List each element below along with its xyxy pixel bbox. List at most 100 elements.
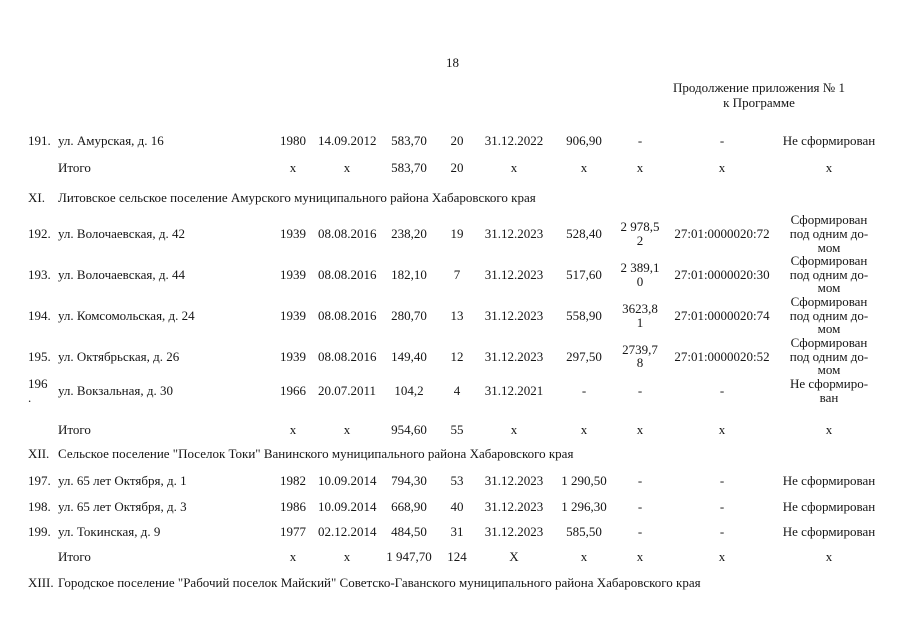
date-cell: 08.08.2016: [318, 225, 377, 241]
total-label: Итого: [58, 422, 91, 438]
cost-cell: -: [581, 382, 587, 398]
fund-cell: -: [637, 524, 643, 540]
status-cell: Сформирован под одним до- мом: [789, 212, 869, 255]
cost-cell: x: [580, 422, 588, 438]
continuation-note: Продолжение приложения № 1 к Программе: [673, 80, 845, 111]
date-cell: 08.08.2016: [318, 266, 377, 282]
status-cell: Сформирован под одним до- мом: [789, 253, 869, 296]
date-cell: 02.12.2014: [318, 524, 377, 540]
row-number: 196 .: [28, 375, 48, 405]
date-cell: 08.08.2016: [318, 307, 377, 323]
status-cell: Не сформирован: [782, 524, 876, 540]
date-cell: 14.09.2012: [318, 132, 377, 148]
cadastral-cell: 27:01:0000020:74: [674, 307, 770, 323]
table-row: 197. ул. 65 лет Октября, д. 1 1982 10.09…: [28, 474, 905, 488]
table-row: 194. ул. Комсомольская, д. 24 1939 08.08…: [28, 295, 905, 336]
row-number: 195.: [28, 348, 51, 364]
fund-cell: x: [636, 422, 644, 438]
units-cell: 4: [453, 382, 461, 398]
fund-cell: 2 389,1 0: [620, 259, 660, 289]
term-cell: x: [510, 160, 518, 176]
area-cell: 1 947,70: [386, 549, 432, 565]
status-cell: x: [825, 422, 833, 438]
year-cell: 1977: [280, 524, 306, 540]
table-row: 196 . ул. Вокзальная, д. 30 1966 20.07.2…: [28, 377, 905, 404]
year-cell: 1986: [280, 498, 306, 514]
row-number: 197.: [28, 473, 51, 489]
section-header: XII. Сельское поселение "Поселок Токи" В…: [28, 445, 905, 461]
units-cell: 19: [450, 225, 464, 241]
year-cell: 1982: [280, 473, 306, 489]
units-cell: 53: [450, 473, 464, 489]
cost-cell: x: [580, 160, 588, 176]
fund-cell: 3623,8 1: [622, 300, 658, 330]
year-cell: x: [289, 160, 297, 176]
date-cell: 08.08.2016: [318, 348, 377, 364]
address-cell: ул. Токинская, д. 9: [58, 524, 161, 540]
section-numeral: XII.: [28, 445, 50, 461]
cadastral-cell: x: [718, 549, 726, 565]
address-cell: ул. Октябрьская, д. 26: [58, 348, 180, 364]
section-header: XI. Литовское сельское поселение Амурско…: [28, 189, 905, 205]
cadastral-cell: 27:01:0000020:30: [674, 266, 770, 282]
term-cell: 31.12.2023: [484, 307, 544, 323]
fund-cell: -: [637, 473, 643, 489]
area-cell: 484,50: [391, 524, 427, 540]
term-cell: 31.12.2023: [484, 266, 544, 282]
date-cell: x: [343, 422, 351, 438]
row-number: 191.: [28, 132, 51, 148]
row-number: 199.: [28, 524, 51, 540]
cost-cell: 558,90: [566, 307, 602, 323]
year-cell: 1939: [280, 266, 306, 282]
address-cell: ул. 65 лет Октября, д. 3: [58, 498, 187, 514]
address-cell: ул. Амурская, д. 16: [58, 132, 164, 148]
area-cell: 583,70: [391, 132, 427, 148]
units-cell: 20: [450, 160, 464, 176]
year-cell: x: [289, 422, 297, 438]
date-cell: x: [343, 549, 351, 565]
status-cell: Не сформирован: [782, 473, 876, 489]
term-cell: 31.12.2022: [484, 132, 544, 148]
row-number: 194.: [28, 307, 51, 323]
units-cell: 20: [450, 132, 464, 148]
date-cell: 10.09.2014: [318, 498, 377, 514]
status-cell: x: [825, 160, 833, 176]
table-row: 193. ул. Волочаевская, д. 44 1939 08.08.…: [28, 254, 905, 295]
term-cell: 31.12.2021: [484, 382, 544, 398]
area-cell: 104,2: [394, 382, 424, 398]
table-row: 198. ул. 65 лет Октября, д. 3 1986 10.09…: [28, 500, 905, 514]
cadastral-cell: x: [718, 422, 726, 438]
cadastral-cell: -: [719, 473, 725, 489]
address-cell: ул. Комсомольская, д. 24: [58, 307, 195, 323]
area-cell: 238,20: [391, 225, 427, 241]
date-cell: 10.09.2014: [318, 473, 377, 489]
cost-cell: 906,90: [566, 132, 602, 148]
units-cell: 55: [450, 422, 464, 438]
area-cell: 182,10: [391, 266, 427, 282]
status-cell: Сформирован под одним до- мом: [789, 294, 869, 337]
units-cell: 13: [450, 307, 464, 323]
address-cell: ул. Волочаевская, д. 42: [58, 225, 185, 241]
fund-cell: x: [636, 160, 644, 176]
page-number: 18: [446, 55, 459, 70]
row-number: 193.: [28, 266, 51, 282]
term-cell: X: [509, 549, 519, 565]
fund-cell: x: [636, 549, 644, 565]
cost-cell: x: [580, 549, 588, 565]
section-title: Литовское сельское поселение Амурского м…: [58, 189, 536, 205]
cost-cell: 528,40: [566, 225, 602, 241]
cost-cell: 1 290,50: [561, 473, 607, 489]
area-cell: 280,70: [391, 307, 427, 323]
section-title: Сельское поселение "Поселок Токи" Ванинс…: [58, 445, 574, 461]
total-label: Итого: [58, 549, 91, 565]
table-row: 195. ул. Октябрьская, д. 26 1939 08.08.2…: [28, 336, 905, 377]
cost-cell: 585,50: [566, 524, 602, 540]
total-row: Итого x x 1 947,70 124 X x x x x: [28, 550, 905, 564]
address-cell: ул. Вокзальная, д. 30: [58, 382, 173, 398]
section-title: Городское поселение "Рабочий поселок Май…: [58, 574, 701, 590]
area-cell: 794,30: [391, 473, 427, 489]
status-cell: x: [825, 549, 833, 565]
cadastral-cell: -: [719, 382, 725, 398]
term-cell: 31.12.2023: [484, 225, 544, 241]
